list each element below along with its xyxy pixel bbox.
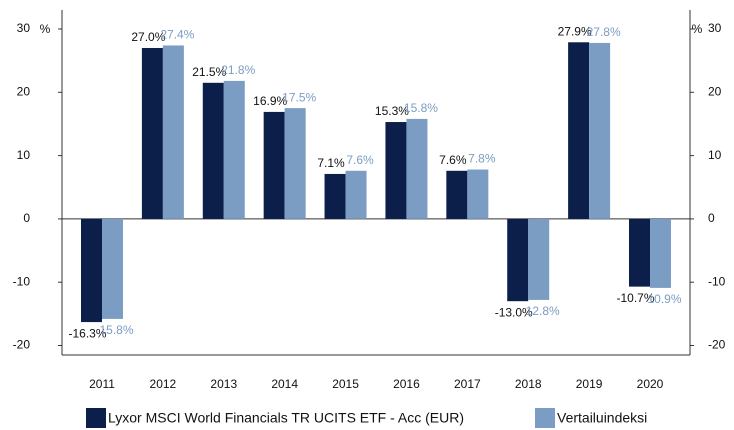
- bar: [650, 218, 671, 288]
- value-label: 7.6%: [346, 153, 374, 167]
- y-tick-label: 30: [17, 21, 31, 35]
- bar: [81, 218, 102, 323]
- legend-swatch: [86, 408, 106, 428]
- y2-tick-label: 10: [708, 148, 722, 162]
- x-tick-label: 2017: [454, 377, 481, 391]
- value-label: 7.8%: [468, 152, 496, 166]
- bar: [406, 118, 428, 219]
- y-tick-label: 0: [23, 211, 30, 225]
- value-label: 10.9%: [647, 292, 681, 306]
- bar: [223, 80, 245, 219]
- x-tick-label: 2020: [637, 377, 664, 391]
- bar: [102, 218, 123, 319]
- value-label: 15.8%: [99, 323, 133, 337]
- bar: [629, 218, 650, 287]
- value-label: 21.5%: [192, 65, 226, 79]
- y2-tick-label: 20: [708, 84, 722, 98]
- legend-label: Vertailuindeksi: [557, 410, 647, 426]
- bar: [324, 173, 346, 219]
- y2-unit: %: [692, 22, 703, 36]
- y-tick-label: 20: [17, 84, 31, 98]
- bar: [141, 47, 163, 219]
- bar: [589, 42, 611, 219]
- y2-tick-label: -10: [708, 274, 726, 288]
- bar: [345, 170, 367, 219]
- bar: [446, 170, 468, 219]
- bar: [202, 82, 224, 219]
- value-label: 7.6%: [439, 153, 467, 167]
- legend-label: Lyxor MSCI World Financials TR UCITS ETF…: [108, 410, 464, 426]
- value-label: -16.3%: [68, 326, 106, 340]
- bar: [507, 218, 529, 302]
- bar: [568, 42, 590, 219]
- x-tick-label: 2018: [515, 377, 542, 391]
- y-tick-label: 10: [17, 148, 31, 162]
- bar: [263, 111, 285, 219]
- y2-tick-label: 0: [708, 211, 715, 225]
- value-label: 15.8%: [404, 101, 438, 115]
- value-label: -13.0%: [495, 305, 533, 319]
- value-label: 12.8%: [526, 304, 560, 318]
- x-tick-label: 2016: [393, 377, 420, 391]
- value-label: 27.0%: [131, 30, 165, 44]
- x-tick-label: 2015: [332, 377, 359, 391]
- bar: [528, 218, 550, 300]
- value-label: -10.7%: [616, 291, 654, 305]
- value-label: 17.5%: [282, 90, 316, 104]
- y-tick-label: -10: [13, 274, 31, 288]
- x-tick-label: 2014: [271, 377, 298, 391]
- value-label: 15.3%: [375, 104, 409, 118]
- bar: [162, 45, 184, 219]
- value-label: 27.4%: [160, 28, 194, 42]
- value-label: 27.8%: [587, 25, 621, 39]
- value-label: 21.8%: [221, 63, 255, 77]
- x-tick-label: 2012: [150, 377, 177, 391]
- x-tick-label: 2011: [89, 377, 115, 391]
- bar: [385, 122, 407, 219]
- legend-swatch: [535, 408, 555, 428]
- y-tick-label: -20: [13, 338, 31, 352]
- x-tick-label: 2019: [576, 377, 603, 391]
- bar: [467, 169, 489, 219]
- x-tick-label: 2013: [210, 377, 237, 391]
- value-label: 27.9%: [558, 24, 592, 38]
- value-label: 16.9%: [253, 94, 287, 108]
- value-label: 7.1%: [317, 156, 345, 170]
- y2-tick-label: -20: [708, 338, 726, 352]
- y2-tick-label: 30: [708, 21, 722, 35]
- bar: [284, 108, 306, 219]
- y-unit: %: [40, 22, 51, 36]
